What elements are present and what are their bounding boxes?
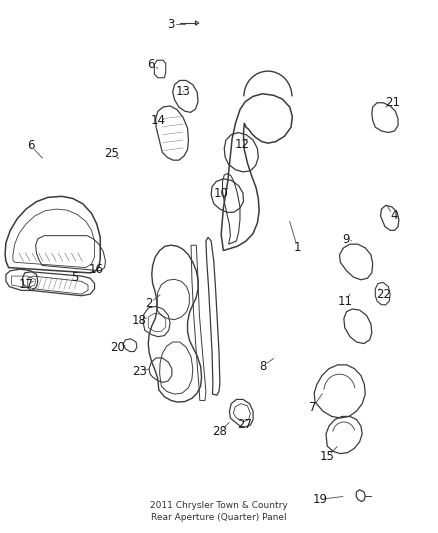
Text: 18: 18 — [132, 314, 147, 327]
Text: 10: 10 — [214, 187, 229, 200]
Text: 2: 2 — [145, 297, 153, 310]
Text: 25: 25 — [105, 147, 120, 160]
Text: 14: 14 — [150, 114, 166, 127]
Text: 20: 20 — [110, 341, 125, 354]
Text: 6: 6 — [148, 58, 155, 71]
Text: 7: 7 — [309, 401, 317, 414]
Text: 11: 11 — [338, 295, 353, 308]
Text: 23: 23 — [132, 365, 147, 378]
Text: 17: 17 — [18, 278, 34, 290]
Text: 22: 22 — [377, 288, 392, 301]
Text: 19: 19 — [313, 493, 328, 506]
Text: 21: 21 — [385, 96, 400, 109]
Text: 6: 6 — [27, 139, 34, 152]
Text: 13: 13 — [176, 85, 191, 98]
Text: 2011 Chrysler Town & Country
Rear Aperture (Quarter) Panel: 2011 Chrysler Town & Country Rear Apertu… — [150, 501, 288, 522]
Text: 9: 9 — [342, 233, 350, 246]
Text: 8: 8 — [259, 360, 266, 373]
Text: 4: 4 — [390, 209, 397, 222]
Text: 28: 28 — [212, 425, 227, 438]
Text: 5: 5 — [71, 271, 78, 284]
Text: 16: 16 — [88, 263, 103, 276]
Text: 15: 15 — [320, 450, 335, 463]
Text: 3: 3 — [167, 18, 175, 31]
Text: 27: 27 — [237, 418, 252, 431]
Text: 1: 1 — [294, 241, 301, 254]
Text: 12: 12 — [234, 138, 249, 151]
